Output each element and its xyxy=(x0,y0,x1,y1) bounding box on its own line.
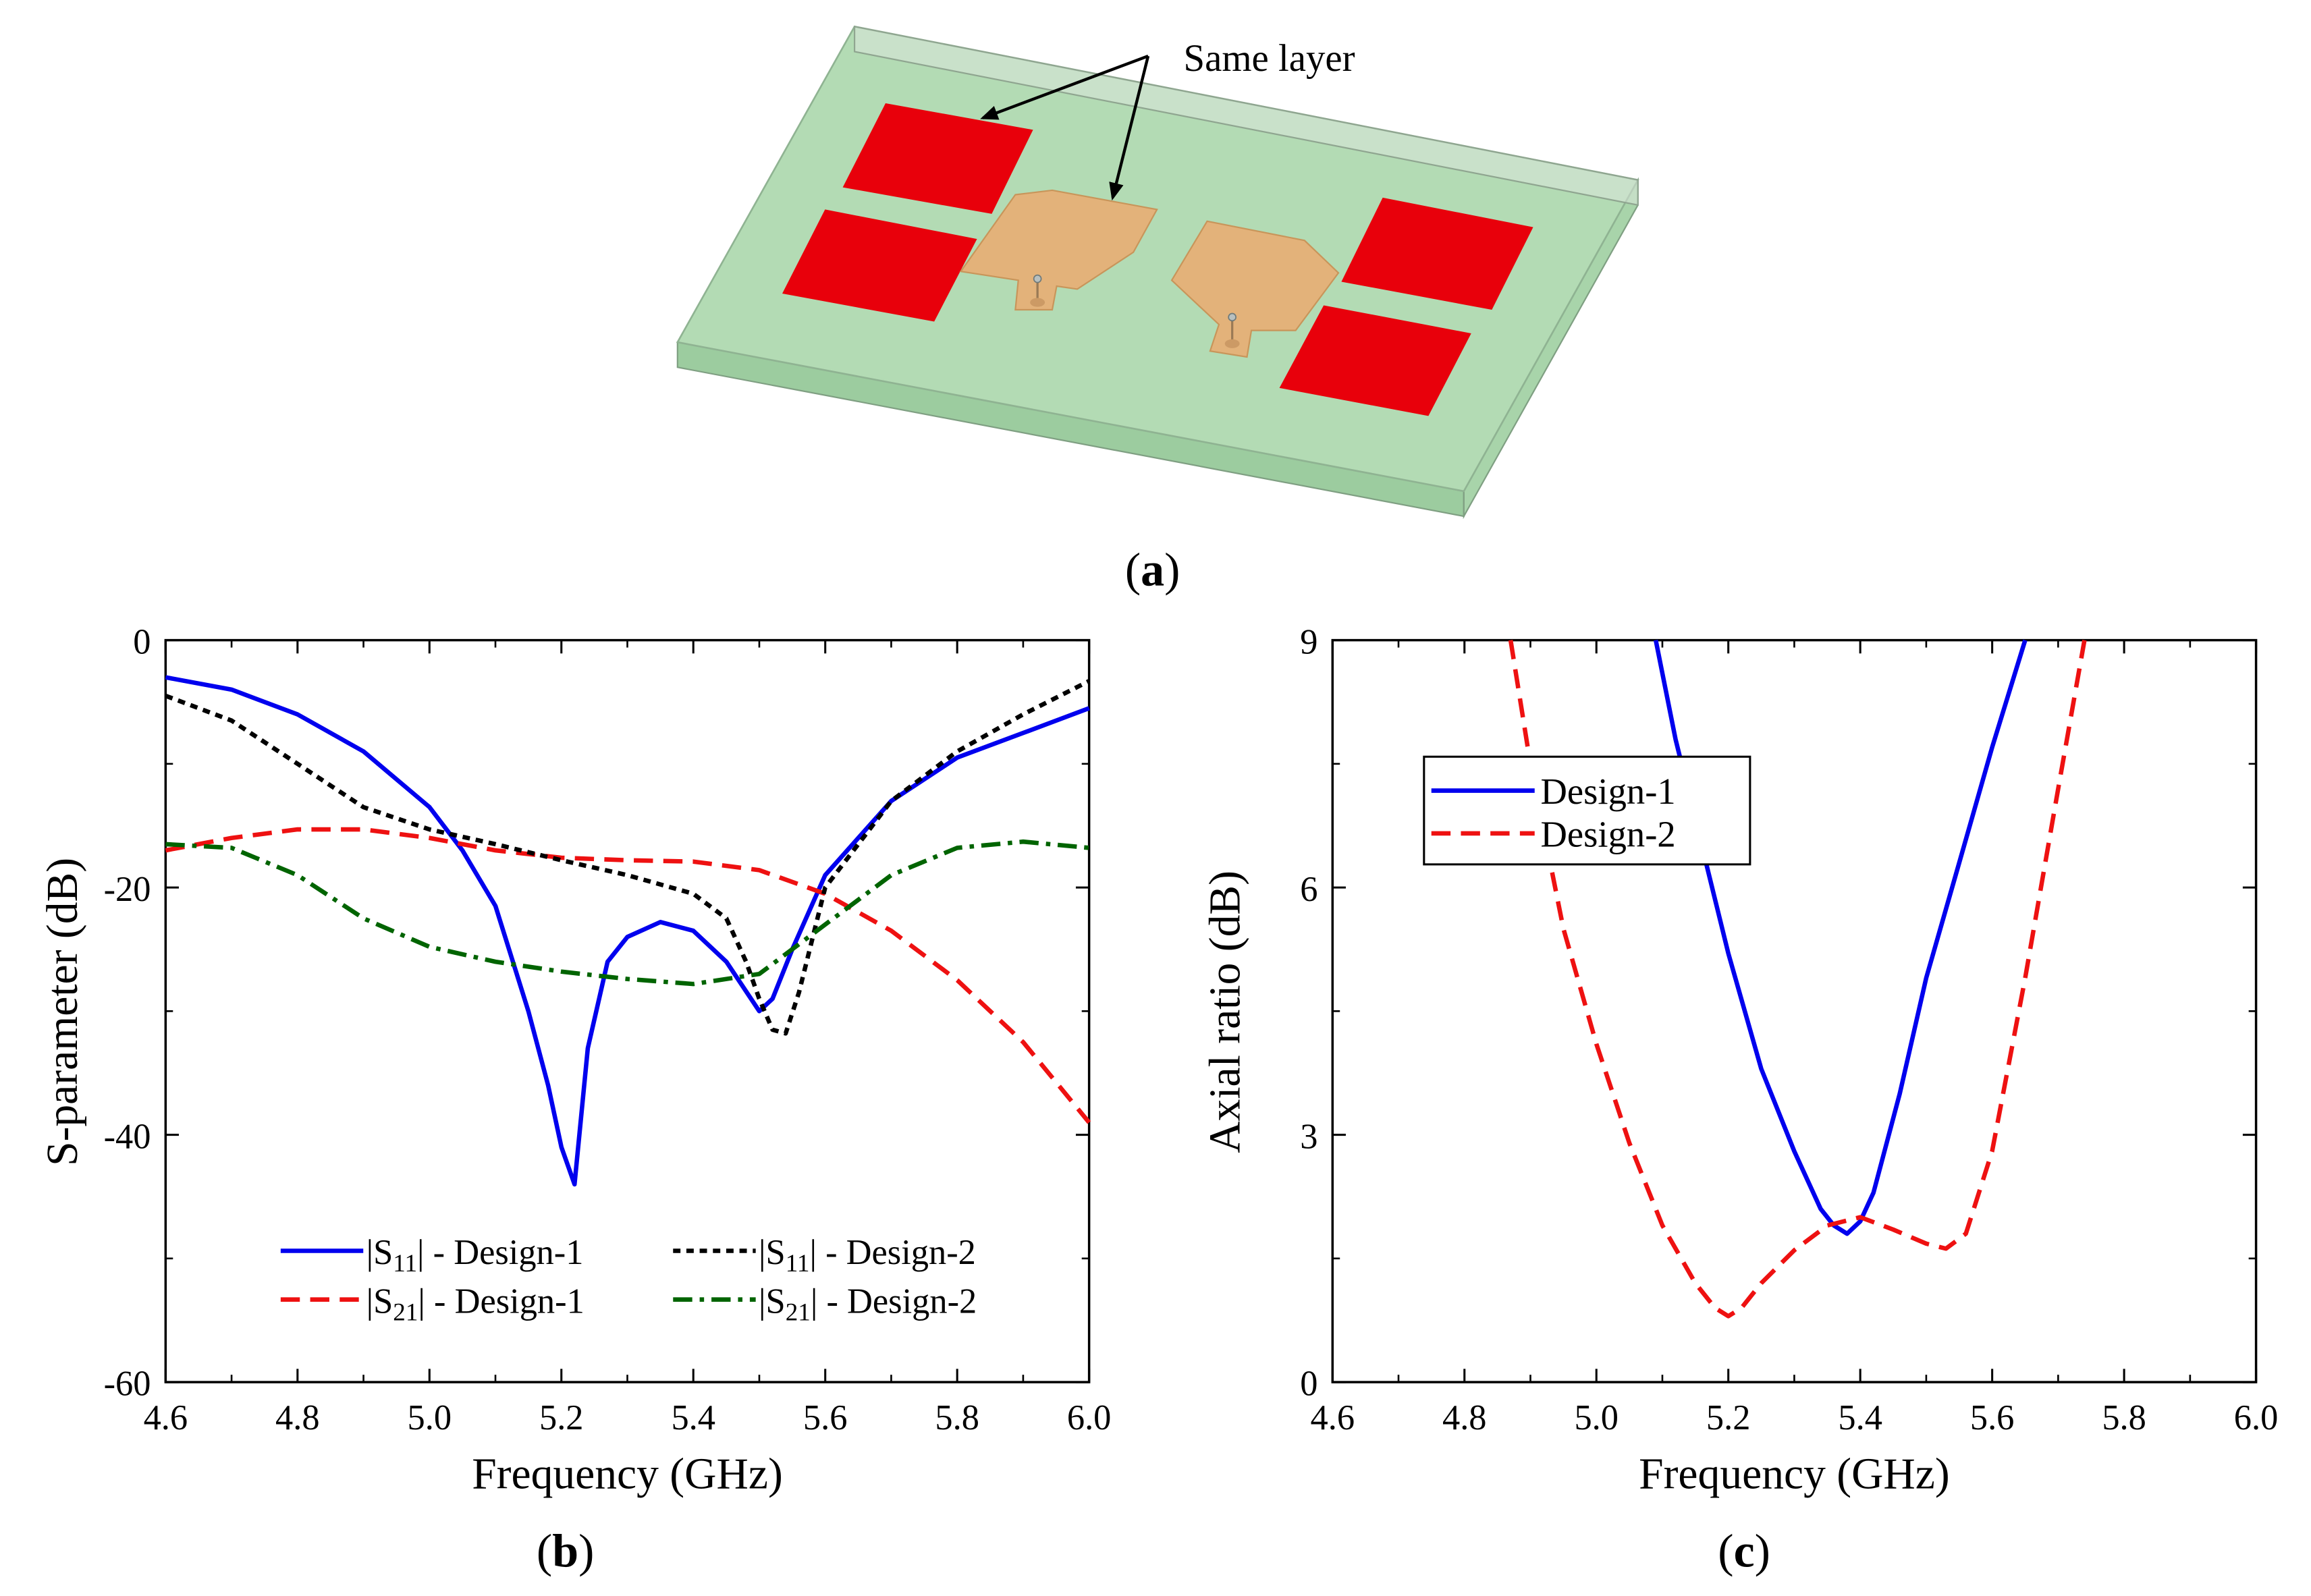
legend-label: |S21| - Design-1 xyxy=(366,1282,584,1326)
series-line-b-2 xyxy=(165,679,1091,1036)
x-tick-label: 5.8 xyxy=(2102,1398,2146,1437)
series-line-b-3 xyxy=(165,839,1089,987)
series-line-c-0 xyxy=(1653,639,2028,1236)
axial-ratio-y-axis-label: Axial ratio (dB) xyxy=(1201,871,1250,1153)
x-tick-label: 5.0 xyxy=(1574,1398,1619,1437)
s-parameter-y-axis-label: S-parameter (dB) xyxy=(38,858,87,1166)
feed-via-right xyxy=(1224,339,1240,348)
legend-box xyxy=(1423,755,1751,866)
legend-label: Design-2 xyxy=(1540,814,1675,855)
feed-via-left xyxy=(1030,298,1045,307)
antenna-illustration: Same layer (a) xyxy=(676,25,1639,597)
x-tick-label: 4.8 xyxy=(1442,1398,1487,1437)
parasitic-patch-bottom-left xyxy=(782,209,977,322)
driven-patch-left xyxy=(959,189,1158,311)
parasitic-patch-bottom-right xyxy=(1279,305,1471,416)
x-tick-label: 5.2 xyxy=(1706,1398,1751,1437)
x-tick-label: 5.2 xyxy=(539,1398,584,1437)
y-tick-label: 0 xyxy=(133,622,151,661)
parasitic-patch-top-right xyxy=(1341,197,1533,310)
legend-label: Design-1 xyxy=(1540,771,1675,812)
axial-ratio-x-ticks: 4.6 4.8 5.0 5.2 5.4 5.6 5.8 6.0 xyxy=(1311,640,2279,1437)
axial-ratio-chart: 4.6 4.8 5.0 5.2 5.4 5.6 5.8 6.0 0 3 6 9 Design-1De… xyxy=(1201,622,2279,1577)
y-tick-label: -60 xyxy=(104,1365,151,1404)
parasitic-patch-top-left xyxy=(842,103,1033,214)
axial-ratio-series xyxy=(1508,639,2087,1319)
panel-label-c: (c) xyxy=(1718,1525,1770,1577)
x-tick-label: 4.6 xyxy=(1311,1398,1355,1437)
s-parameter-chart: 4.6 4.8 5.0 5.2 5.4 5.6 5.8 6.0 0 -20 -40 -60 |S11… xyxy=(38,622,1111,1577)
annotation-arrow-left xyxy=(980,55,1149,120)
panel-label-a: (a) xyxy=(1125,545,1180,597)
axial-ratio-plot-frame xyxy=(1331,638,2258,1383)
annotation-same-layer: Same layer xyxy=(1184,37,1355,80)
s-parameter-series xyxy=(165,675,1091,1187)
panel-label-b: (b) xyxy=(537,1525,595,1577)
series-line-b-0 xyxy=(165,675,1090,1187)
s-parameter-y-ticks: 0 -20 -40 -60 xyxy=(104,622,1089,1404)
x-tick-label: 5.6 xyxy=(803,1398,848,1437)
axial-ratio-y-ticks: 0 3 6 9 xyxy=(1300,622,2256,1404)
x-tick-label: 4.6 xyxy=(144,1398,188,1437)
series-line-b-1 xyxy=(165,827,1091,1124)
axial-ratio-x-axis-label: Frequency (GHz) xyxy=(1639,1450,1950,1498)
s-parameter-x-axis-label: Frequency (GHz) xyxy=(472,1450,783,1498)
x-tick-label: 6.0 xyxy=(1067,1398,1112,1437)
y-tick-label: -40 xyxy=(104,1117,151,1156)
feed-point-left xyxy=(1033,274,1042,283)
legend-label: |S11| - Design-1 xyxy=(366,1233,584,1277)
x-tick-label: 5.0 xyxy=(408,1398,452,1437)
cover-outline xyxy=(854,26,1639,207)
feed-point-right xyxy=(1228,312,1236,322)
driven-patch-right xyxy=(1170,220,1340,358)
legend-label: |S21| - Design-2 xyxy=(759,1282,977,1326)
x-tick-label: 5.8 xyxy=(935,1398,979,1437)
series-line-c-1 xyxy=(1508,640,2087,1319)
s-parameter-legend: |S11| - Design-1 |S21| - Design-1 |S11| - … xyxy=(280,1233,977,1326)
y-tick-label: 3 xyxy=(1300,1117,1317,1156)
y-tick-label: -20 xyxy=(104,870,151,909)
x-tick-label: 6.0 xyxy=(2234,1398,2279,1437)
x-tick-label: 5.4 xyxy=(1838,1398,1882,1437)
y-tick-label: 9 xyxy=(1300,622,1317,661)
x-tick-label: 5.6 xyxy=(1970,1398,2015,1437)
y-tick-label: 0 xyxy=(1300,1365,1317,1404)
annotation-arrow-right xyxy=(1109,55,1150,201)
legend-label: |S11| - Design-2 xyxy=(759,1233,976,1277)
s-parameter-x-ticks: 4.6 4.8 5.0 5.2 5.4 5.6 5.8 6.0 xyxy=(144,640,1112,1437)
x-tick-label: 4.8 xyxy=(275,1398,320,1437)
y-tick-label: 6 xyxy=(1300,870,1317,909)
x-tick-label: 5.4 xyxy=(671,1398,715,1437)
